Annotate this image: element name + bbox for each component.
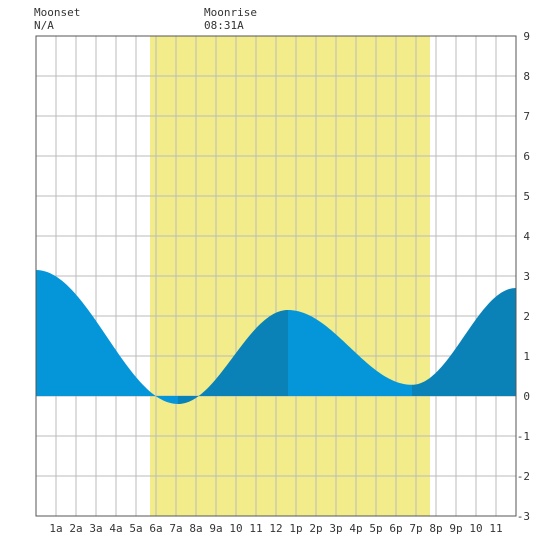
y-tick-label: 9 [523, 30, 530, 43]
x-tick-label: 8p [429, 522, 442, 535]
x-tick-label: 5p [369, 522, 382, 535]
x-tick-label: 11 [249, 522, 262, 535]
moonset-label: Moonset [34, 6, 80, 19]
y-tick-label: -1 [517, 430, 530, 443]
x-tick-label: 3p [329, 522, 342, 535]
y-tick-labels: -3 -2 -1 0 1 2 3 4 5 6 7 8 9 [517, 30, 531, 523]
y-tick-label: 4 [523, 230, 530, 243]
y-tick-label: -3 [517, 510, 530, 523]
x-tick-label: 10 [229, 522, 242, 535]
y-tick-label: 8 [523, 70, 530, 83]
x-tick-label: 4a [109, 522, 122, 535]
x-tick-label: 6a [149, 522, 162, 535]
moonrise-label: Moonrise [204, 6, 257, 19]
x-tick-label: 5a [129, 522, 142, 535]
x-tick-label: 1p [289, 522, 302, 535]
y-tick-label: 7 [523, 110, 530, 123]
x-tick-label: 4p [349, 522, 362, 535]
x-tick-label: 6p [389, 522, 402, 535]
x-tick-label: 9a [209, 522, 222, 535]
moonrise-time: 08:31A [204, 19, 244, 32]
y-tick-label: 3 [523, 270, 530, 283]
x-tick-label: 9p [449, 522, 462, 535]
x-tick-label: 8a [189, 522, 202, 535]
moonset-time: N/A [34, 19, 54, 32]
tide-area-falling [288, 310, 412, 396]
grid-layer [36, 36, 516, 516]
y-tick-label: 0 [523, 390, 530, 403]
x-tick-label: 12 [269, 522, 282, 535]
x-tick-labels: 1a 2a 3a 4a 5a 6a 7a 8a 9a 10 11 12 1p 2p 3p 4p 5p 6p 7p 8p… [49, 522, 502, 535]
x-tick-label: 2p [309, 522, 322, 535]
plot-frame [35, 35, 517, 517]
y-tick-label: -2 [517, 470, 530, 483]
tide-layer [36, 270, 516, 404]
x-tick-label: 7a [169, 522, 182, 535]
y-tick-label: 5 [523, 190, 530, 203]
tide-area-rising [178, 310, 288, 404]
x-tick-label: 10 [469, 522, 482, 535]
frame-layer [35, 35, 517, 517]
x-tick-label: 1a [49, 522, 62, 535]
tide-area-rising [412, 288, 516, 396]
x-tick-label: 3a [89, 522, 102, 535]
x-tick-label: 2a [69, 522, 82, 535]
x-tick-label: 11 [489, 522, 502, 535]
x-tick-label: 7p [409, 522, 422, 535]
tide-area-falling [36, 270, 178, 404]
y-tick-label: 6 [523, 150, 530, 163]
y-tick-label: 1 [523, 350, 530, 363]
y-tick-label: 2 [523, 310, 530, 323]
